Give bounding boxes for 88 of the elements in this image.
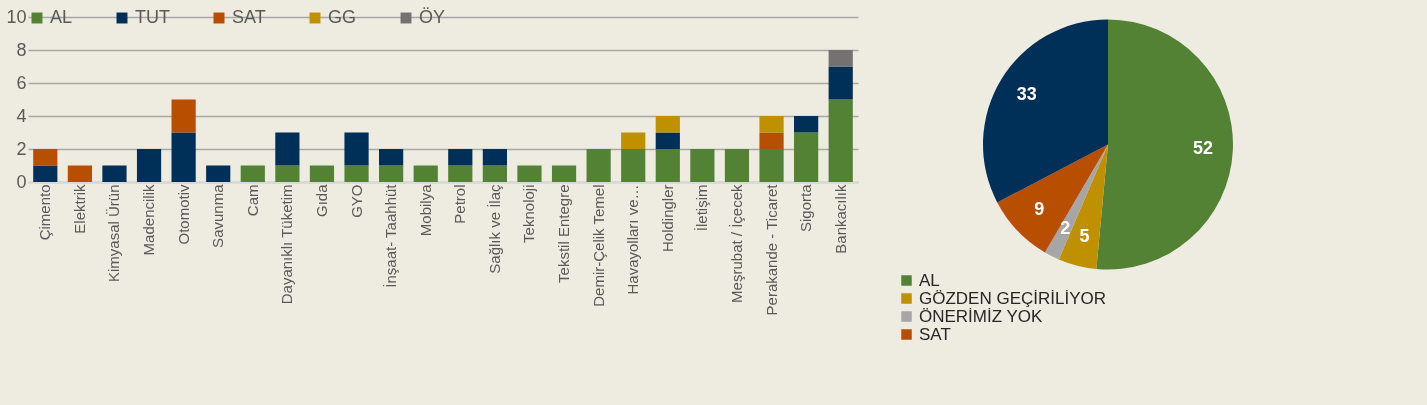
- bar: [517, 165, 542, 182]
- pie-slice: [1058, 144, 1108, 269]
- bar: [759, 116, 784, 133]
- x-tick-label: Havayolları ve…: [624, 184, 642, 295]
- y-tick-label: 10: [6, 6, 27, 27]
- data-label: 9: [1034, 199, 1045, 220]
- bar: [413, 165, 438, 182]
- bar: [828, 50, 853, 67]
- bar: [240, 165, 265, 182]
- pie-slice: [1096, 19, 1233, 270]
- legend-label: AL: [919, 270, 940, 290]
- legend-label: ÖY: [419, 7, 446, 27]
- bar: [586, 149, 611, 182]
- data-label: 2: [1060, 218, 1071, 239]
- legend-label: TUT: [135, 7, 170, 27]
- x-tick-label: Mobilya: [416, 183, 434, 237]
- bar: [33, 149, 58, 166]
- pie-slice: [983, 19, 1108, 203]
- bar: [448, 149, 473, 166]
- bar: [33, 165, 58, 182]
- bar: [171, 99, 196, 133]
- bar: [275, 132, 300, 166]
- bar: [309, 165, 335, 182]
- y-tick-label: 0: [16, 171, 27, 192]
- bar: [448, 165, 473, 182]
- legend-label: SAT: [919, 324, 951, 344]
- legend-label: SAT: [232, 7, 266, 27]
- data-label: 52: [1192, 137, 1213, 158]
- data-label: 5: [1079, 225, 1090, 246]
- bar: [344, 165, 369, 182]
- bar: [794, 132, 819, 182]
- x-tick-label: Sigorta: [797, 183, 815, 233]
- bar: [724, 149, 750, 182]
- x-tick-label: Teknoloji: [520, 184, 538, 243]
- bar: [621, 132, 646, 149]
- x-tick-label: Meşrubat / İçecek: [727, 184, 745, 303]
- bar: [67, 165, 92, 182]
- y-tick-label: 4: [16, 105, 27, 126]
- bar: [655, 132, 680, 149]
- x-tick-label: Otomotiv: [174, 184, 192, 245]
- bar: [690, 149, 715, 182]
- y-tick-label: 8: [16, 39, 27, 60]
- pie-slice: [997, 144, 1108, 253]
- x-tick-label: Holdingler: [658, 184, 676, 253]
- bar: [794, 116, 819, 133]
- x-tick-label: İnşaat- Taahhüt: [382, 183, 400, 288]
- x-tick-label: Kimyasal Ürün: [105, 184, 123, 283]
- x-tick-label: Çimento: [36, 184, 54, 241]
- bar: [828, 99, 853, 182]
- x-tick-label: Bankacılık: [831, 184, 849, 254]
- x-tick-label: Cam: [243, 184, 261, 217]
- x-tick-label: Gıda: [312, 183, 330, 218]
- x-tick-label: GYO: [347, 184, 365, 218]
- bar: [482, 165, 507, 182]
- bar: [206, 165, 231, 182]
- bar: [482, 149, 507, 166]
- legend-label: ÖNERİMİZ YOK: [919, 306, 1044, 326]
- bar: [621, 149, 646, 182]
- bar: [828, 66, 853, 100]
- bar: [759, 132, 784, 149]
- x-tick-label: İletişim: [693, 184, 711, 232]
- bar: [171, 132, 196, 182]
- x-tick-label: Tekstil Entegre: [555, 184, 573, 283]
- pie-slice: [1044, 144, 1108, 260]
- bar: [344, 132, 369, 166]
- bar: [655, 116, 680, 133]
- x-tick-label: Elektrik: [70, 184, 88, 234]
- bar: [655, 149, 680, 182]
- legend-label: GÖZDEN GEÇİRİLİYOR: [919, 288, 1107, 308]
- bar: [102, 165, 127, 182]
- x-tick-label: Savunma: [209, 183, 227, 248]
- x-tick-label: Petrol: [451, 184, 469, 224]
- legend-label: AL: [50, 7, 73, 27]
- bar: [275, 165, 300, 182]
- bar: [379, 149, 404, 166]
- bar: [759, 149, 784, 182]
- legend-label: GG: [328, 7, 357, 27]
- bar: [379, 165, 404, 182]
- data-label: 33: [1016, 84, 1037, 105]
- x-tick-label: Dayanıklı Tüketim: [278, 184, 296, 305]
- x-tick-label: Demir-Çelik Temel: [589, 184, 607, 307]
- bar: [551, 165, 577, 182]
- y-tick-label: 6: [16, 72, 27, 93]
- y-tick-label: 2: [16, 138, 27, 159]
- x-tick-label: Perakande - Ticaret: [762, 183, 780, 316]
- bar: [136, 149, 162, 182]
- x-tick-label: Sağlık ve İlaç: [485, 184, 503, 274]
- x-tick-label: Madencilik: [140, 184, 158, 256]
